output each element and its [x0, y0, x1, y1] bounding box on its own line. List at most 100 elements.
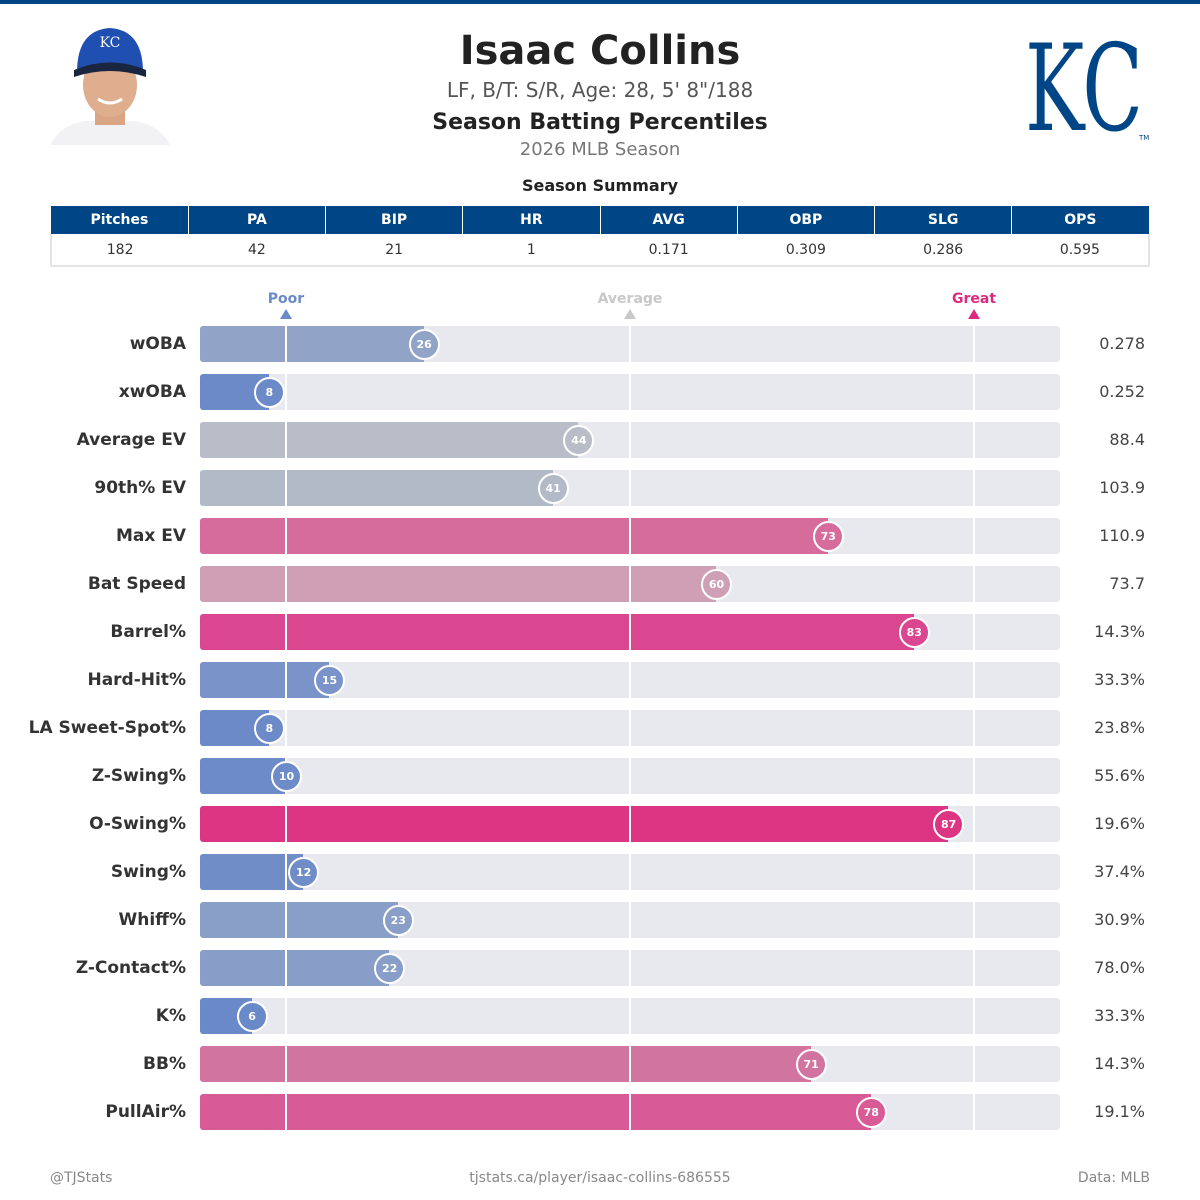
svg-text:KC: KC — [100, 35, 121, 51]
poor-line — [285, 422, 287, 458]
top-bar — [0, 0, 1200, 4]
percentile-bar — [200, 1046, 811, 1082]
metric-row: Swing% 12 37.4% — [0, 854, 1200, 890]
average-line — [629, 566, 631, 602]
metric-value: 103.9 — [1099, 478, 1145, 497]
summary-value: 1 — [462, 234, 600, 267]
percentile-badge: 71 — [795, 1049, 827, 1080]
metric-label: Swing% — [110, 862, 186, 882]
poor-marker-icon — [280, 309, 292, 319]
percentile-track: 23 — [200, 902, 1060, 938]
percentile-bar — [200, 902, 398, 938]
percentile-bar — [200, 614, 914, 650]
poor-line — [285, 614, 287, 650]
average-line — [629, 950, 631, 986]
summary-header: OBP — [737, 206, 876, 234]
percentile-badge: 8 — [253, 713, 285, 744]
poor-marker-label: Poor — [267, 291, 305, 307]
metric-row: Bat Speed 60 73.7 — [0, 566, 1200, 602]
percentile-track: 8 — [200, 374, 1060, 410]
great-line — [973, 422, 975, 458]
great-line — [973, 950, 975, 986]
metric-label: Average EV — [76, 430, 186, 450]
poor-line — [285, 662, 287, 698]
summary-header: BIP — [325, 206, 464, 234]
footer-source: Data: MLB — [1077, 1170, 1150, 1186]
poor-line — [285, 854, 287, 890]
metric-value: 110.9 — [1099, 526, 1145, 545]
summary-value: 182 — [49, 234, 189, 267]
metric-row: wOBA 26 0.278 — [0, 326, 1200, 362]
average-line — [629, 518, 631, 554]
great-line — [973, 854, 975, 890]
average-marker-icon — [624, 309, 636, 319]
metric-value: 0.278 — [1099, 334, 1145, 353]
metric-row: Whiff% 23 30.9% — [0, 902, 1200, 938]
metric-row: Average EV 44 88.4 — [0, 422, 1200, 458]
percentile-track: 71 — [200, 1046, 1060, 1082]
footer-url: tjstats.ca/player/isaac-collins-686555 — [469, 1170, 731, 1186]
metric-label: PullAir% — [105, 1102, 186, 1122]
percentile-track: 22 — [200, 950, 1060, 986]
metric-value: 23.8% — [1094, 718, 1145, 737]
metric-value: 73.7 — [1109, 574, 1145, 593]
poor-line — [285, 710, 287, 746]
metric-value: 33.3% — [1094, 670, 1145, 689]
percentile-bar — [200, 566, 716, 602]
summary-value: 0.171 — [600, 234, 738, 267]
player-headshot: KC — [50, 28, 170, 145]
great-line — [973, 470, 975, 506]
metric-value: 78.0% — [1094, 958, 1145, 977]
metric-value: 55.6% — [1094, 766, 1145, 785]
great-line — [973, 806, 975, 842]
average-line — [629, 902, 631, 938]
season-label: 2026 MLB Season — [519, 139, 681, 160]
great-line — [973, 758, 975, 794]
metric-label: Bat Speed — [87, 574, 186, 594]
percentile-bar — [200, 470, 553, 506]
percentile-badge: 12 — [288, 857, 320, 888]
great-line — [973, 1094, 975, 1130]
great-marker-label: Great — [951, 291, 997, 307]
poor-line — [285, 518, 287, 554]
percentile-track: 73 — [200, 518, 1060, 554]
metric-value: 0.252 — [1099, 382, 1145, 401]
player-name: Isaac Collins — [459, 28, 741, 74]
percentile-track: 41 — [200, 470, 1060, 506]
percentile-badge: 73 — [812, 521, 844, 552]
summary-value: 21 — [325, 234, 463, 267]
great-line — [973, 566, 975, 602]
percentile-track: 10 — [200, 758, 1060, 794]
great-line — [973, 902, 975, 938]
great-line — [973, 614, 975, 650]
metric-value: 19.1% — [1094, 1102, 1145, 1121]
svg-text:TM: TM — [1138, 134, 1149, 142]
average-line — [629, 422, 631, 458]
metric-label: Z-Contact% — [75, 958, 186, 978]
player-info: LF, B/T: S/R, Age: 28, 5' 8"/188 — [446, 78, 754, 102]
metric-value: 30.9% — [1094, 910, 1145, 929]
percentile-badge: 6 — [236, 1001, 268, 1032]
percentile-badge: 41 — [537, 473, 569, 504]
metric-value: 14.3% — [1094, 622, 1145, 641]
percentile-track: 87 — [200, 806, 1060, 842]
metric-row: Hard-Hit% 15 33.3% — [0, 662, 1200, 698]
metric-row: PullAir% 78 19.1% — [0, 1094, 1200, 1130]
summary-table: Pitches PA BIP HR AVG OBP SLG OPS 182 42 21 1 0.171 0… — [49, 206, 1151, 267]
great-marker-icon — [968, 309, 980, 319]
great-line — [973, 998, 975, 1034]
great-line — [973, 326, 975, 362]
percentile-badge: 8 — [253, 377, 285, 408]
percentile-track: 6 — [200, 998, 1060, 1034]
percentile-badge: 44 — [563, 425, 595, 456]
metric-value: 88.4 — [1109, 430, 1145, 449]
average-line — [629, 806, 631, 842]
poor-line — [285, 998, 287, 1034]
percentile-track: 60 — [200, 566, 1060, 602]
percentile-bar — [200, 1094, 871, 1130]
percentile-track: 8 — [200, 710, 1060, 746]
poor-line — [285, 566, 287, 602]
metric-label: Z-Swing% — [91, 766, 186, 786]
great-line — [973, 518, 975, 554]
poor-line — [285, 806, 287, 842]
